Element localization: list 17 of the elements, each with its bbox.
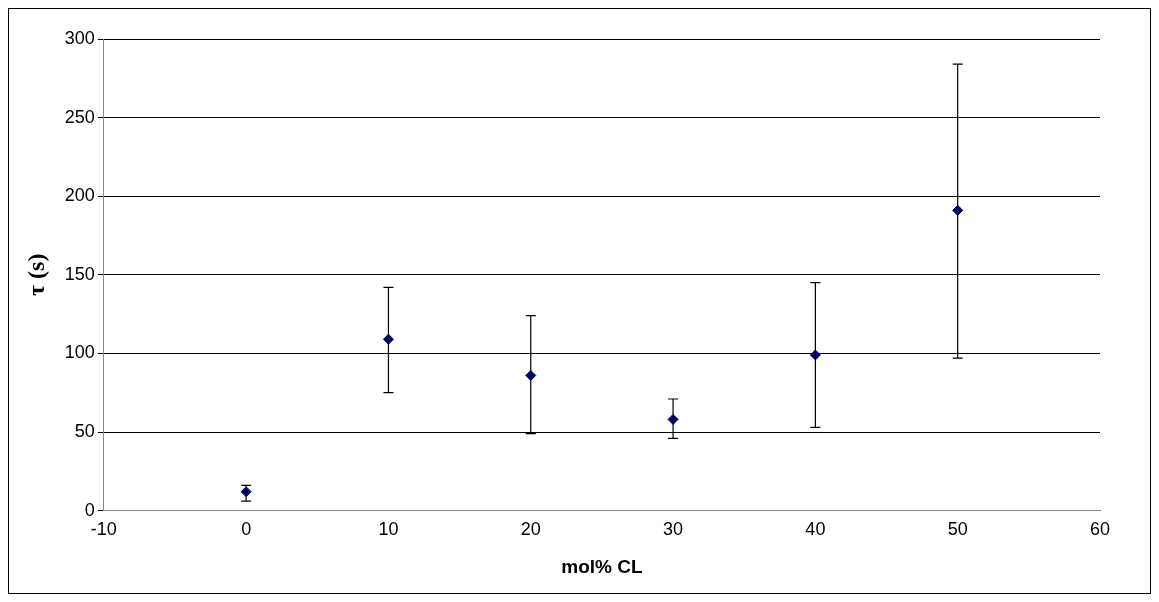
y-tick-label: 300 — [64, 27, 95, 48]
x-tick-label: 10 — [378, 519, 399, 540]
x-tick-label: 50 — [947, 519, 968, 540]
y-tick-label: 200 — [64, 185, 95, 206]
x-tick-label: 40 — [805, 519, 826, 540]
x-tick-label: 20 — [520, 519, 541, 540]
x-tick-label: 60 — [1089, 519, 1111, 540]
x-tick-label: 0 — [241, 519, 252, 540]
x-tick-label: -10 — [90, 519, 117, 540]
y-tick-label: 250 — [64, 106, 95, 127]
y-tick-label: 100 — [64, 342, 95, 363]
x-tick-label: 30 — [663, 519, 684, 540]
x-axis-title: mol% CL — [561, 555, 643, 577]
y-axis-title: τ (s) — [22, 253, 49, 296]
y-tick-label: 50 — [74, 420, 95, 441]
y-tick-label: 150 — [64, 263, 95, 284]
y-tick-label: 0 — [84, 499, 95, 520]
